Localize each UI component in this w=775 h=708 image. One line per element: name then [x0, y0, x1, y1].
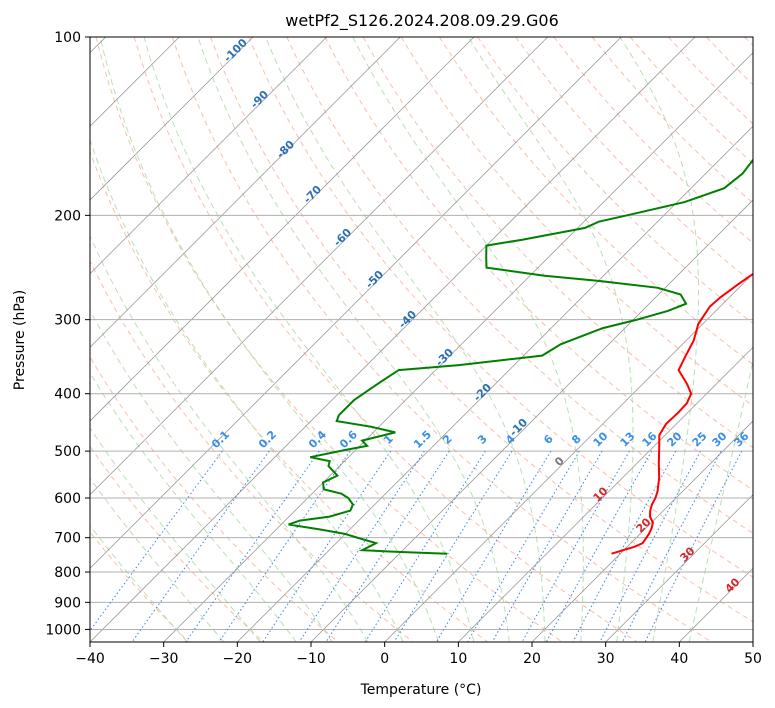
dry-adiabat-line — [210, 37, 753, 623]
dry-adiabat-line — [324, 37, 753, 491]
isotherm-line — [90, 37, 254, 201]
mixing-ratio-line — [262, 450, 392, 642]
mixing-ratio-line — [393, 450, 513, 642]
moist-adiabat-line — [90, 309, 333, 642]
x-tick-label: 0 — [380, 651, 389, 667]
plot-frame — [89, 36, 754, 643]
isotherm-line — [90, 37, 327, 275]
dry-adiabat-line — [133, 37, 638, 642]
mixing-ratio-line — [185, 450, 320, 642]
y-tick-label: 600 — [54, 491, 81, 507]
x-tick-label: 30 — [597, 651, 615, 667]
mixing-ratio-line — [644, 450, 743, 642]
x-tick-label: 40 — [670, 651, 688, 667]
mixing-ratio-line — [218, 450, 351, 642]
chart-title: wetPf2_S126.2024.208.09.29.G06 — [285, 11, 559, 31]
mixing-ratio-line — [572, 450, 677, 642]
dry-adiabat-line — [171, 37, 712, 642]
isotherm-line — [163, 52, 753, 642]
moist-adiabat-line — [265, 37, 546, 642]
y-tick-label: 100 — [54, 30, 81, 46]
x-tick-label: 10 — [449, 651, 467, 667]
mixing-ratio-line — [90, 450, 223, 632]
mixing-ratio-line — [599, 450, 701, 642]
x-axis-label: Temperature (°C) — [360, 682, 482, 698]
isotherm-line — [90, 37, 475, 422]
isotherm-line — [384, 273, 753, 642]
y-tick-label: 400 — [54, 387, 81, 403]
y-tick-label: 900 — [54, 595, 81, 611]
mixing-ratio-line — [545, 450, 653, 642]
dry-adiabat-line — [248, 37, 753, 578]
y-tick-label: 500 — [54, 444, 81, 460]
isotherm-line — [605, 494, 753, 642]
mixing-ratio-line — [621, 450, 722, 642]
dry-adiabat-line — [95, 37, 563, 642]
isotherm-line — [237, 125, 753, 642]
moist-adiabat-line — [143, 37, 475, 642]
x-axis: −40 −30 −20 −10 0 10 20 30 40 50 — [75, 642, 762, 667]
isotherm-line — [310, 199, 753, 642]
temperature-profile-line — [611, 272, 753, 555]
moist-adiabat-line — [90, 138, 404, 642]
isotherm-line — [90, 37, 622, 569]
dry-adiabat-line — [90, 150, 488, 642]
y-tick-label: 800 — [54, 565, 81, 581]
y-axis-label: Pressure (hPa) — [12, 290, 28, 390]
x-tick-label: −30 — [149, 651, 179, 667]
moist-adiabat-line — [352, 37, 584, 642]
series-layer — [288, 158, 753, 555]
isotherm-line — [90, 37, 548, 496]
moist-adiabat-line — [90, 524, 188, 642]
moist-adiabat-line — [90, 427, 261, 642]
moist-adiabat-line — [197, 37, 510, 642]
y-tick-label: 200 — [54, 208, 81, 224]
moist-adiabat-line — [619, 37, 699, 642]
isotherm-line — [90, 37, 696, 642]
x-tick-label: −10 — [296, 651, 326, 667]
moist-adiabat-line — [90, 371, 297, 642]
isotherm-line — [90, 37, 401, 348]
y-tick-label: 700 — [54, 531, 81, 547]
y-tick-label: 1000 — [45, 622, 81, 638]
x-tick-label: 20 — [523, 651, 541, 667]
x-tick-label: −40 — [75, 651, 105, 667]
y-axis: 100 200 300 400 500 600 700 800 900 1000 — [45, 30, 90, 638]
isotherm-line — [531, 420, 753, 642]
y-tick-label: 300 — [54, 313, 81, 329]
x-tick-label: 50 — [744, 651, 762, 667]
moist-adiabat-line — [688, 358, 753, 642]
x-tick-label: −20 — [223, 651, 253, 667]
mixing-ratio-line — [521, 450, 630, 642]
mixing-ratio-line — [491, 450, 603, 642]
dry-adiabat-line — [90, 445, 264, 642]
isotherm-line — [458, 346, 753, 642]
moist-adiabat-line — [99, 37, 439, 642]
moist-adiabat-line — [90, 477, 225, 642]
mixing-ratio-line — [298, 450, 425, 642]
moist-adiabat-line — [90, 235, 369, 642]
dewpoint-profile-line — [288, 158, 753, 555]
dry-adiabat-line — [362, 37, 753, 449]
background-lines — [90, 37, 753, 642]
